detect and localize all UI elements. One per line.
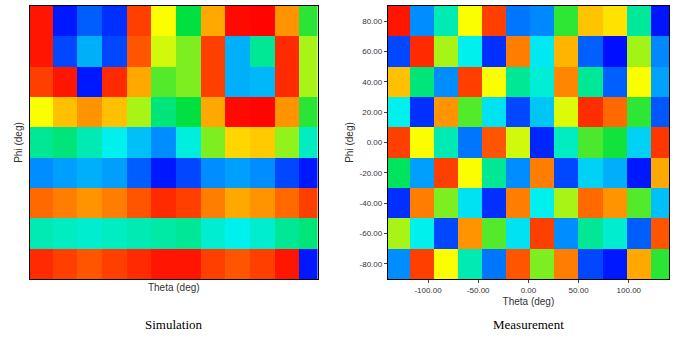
svg-text:-20.00: -20.00 (360, 169, 383, 178)
svg-text:-40.00: -40.00 (360, 199, 383, 208)
svg-text:-50.00: -50.00 (467, 286, 490, 295)
svg-text:Theta (deg): Theta (deg) (503, 296, 555, 307)
svg-text:Theta (deg): Theta (deg) (148, 282, 200, 293)
svg-text:80.00: 80.00 (362, 17, 383, 26)
svg-text:20.00: 20.00 (362, 108, 383, 117)
svg-text:50.00: 50.00 (569, 286, 590, 295)
svg-text:-100.00: -100.00 (414, 286, 442, 295)
svg-text:Phi (deg): Phi (deg) (344, 122, 355, 163)
svg-text:-80.00: -80.00 (360, 260, 383, 269)
svg-text:0.00: 0.00 (521, 286, 537, 295)
svg-text:-60.00: -60.00 (360, 229, 383, 238)
svg-text:0.00: 0.00 (367, 138, 383, 147)
svg-text:60.00: 60.00 (362, 47, 383, 56)
svg-text:Phi (deg): Phi (deg) (13, 122, 24, 163)
svg-text:100.00: 100.00 (617, 286, 642, 295)
svg-text:40.00: 40.00 (362, 78, 383, 87)
svg-text:Simulation: Simulation (145, 317, 203, 332)
svg-text:Measurement: Measurement (493, 317, 564, 332)
